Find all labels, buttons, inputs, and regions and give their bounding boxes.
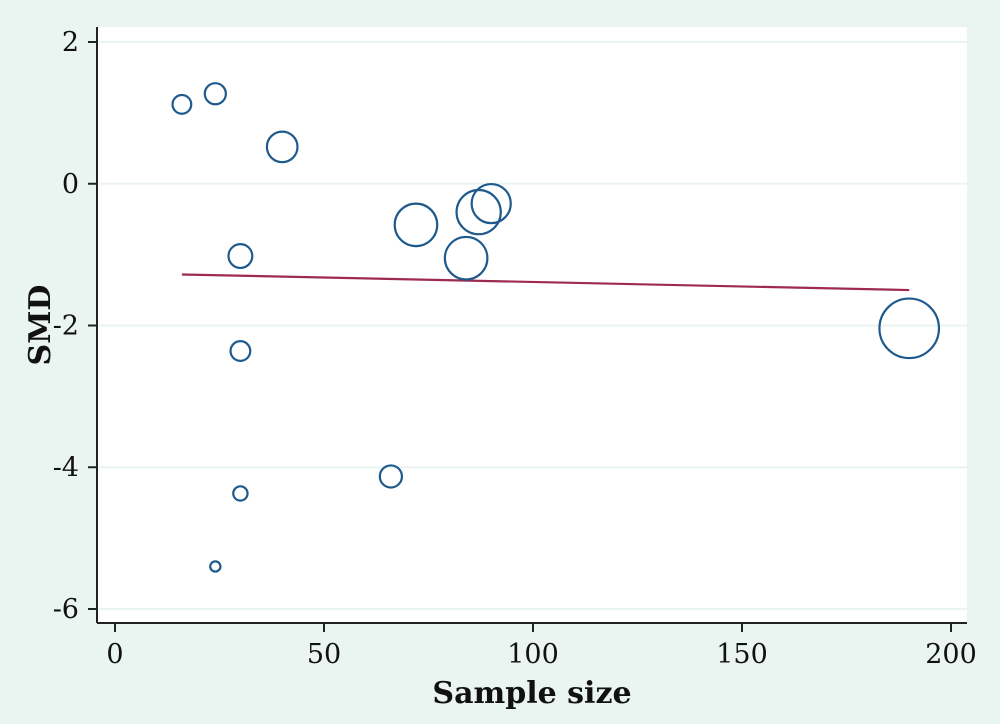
data-point [171,93,193,115]
data-point [443,235,489,281]
fit-line-group [181,273,910,292]
axes [88,27,967,632]
x-tick-label: 200 [925,639,977,670]
y-tick-label: 2 [62,27,79,58]
y-tick-label: -6 [53,594,79,625]
x-axis-title: Sample size [432,676,631,711]
data-point [203,82,227,106]
x-tick-label: 0 [106,639,123,670]
data-point [393,202,439,248]
x-tick-label: 100 [507,639,559,670]
data-points [171,82,941,573]
data-point [265,130,299,164]
data-point [232,485,249,502]
y-tick-label: -2 [53,311,79,342]
fit-line [181,273,910,292]
data-point [470,182,512,225]
data-point [378,464,404,489]
data-point [209,560,222,573]
gridlines [99,41,967,610]
y-axis-title: SMD [23,285,58,366]
x-tick-label: 150 [716,639,768,670]
y-tick-label: 0 [62,169,79,200]
data-point [229,340,252,362]
y-tick-label: -4 [53,452,79,483]
x-tick-label: 50 [307,639,341,670]
data-point [878,297,941,360]
tick-labels: 2 0 -2 -4 -6 0 50 100 150 200 [53,27,977,670]
data-point [227,243,254,270]
